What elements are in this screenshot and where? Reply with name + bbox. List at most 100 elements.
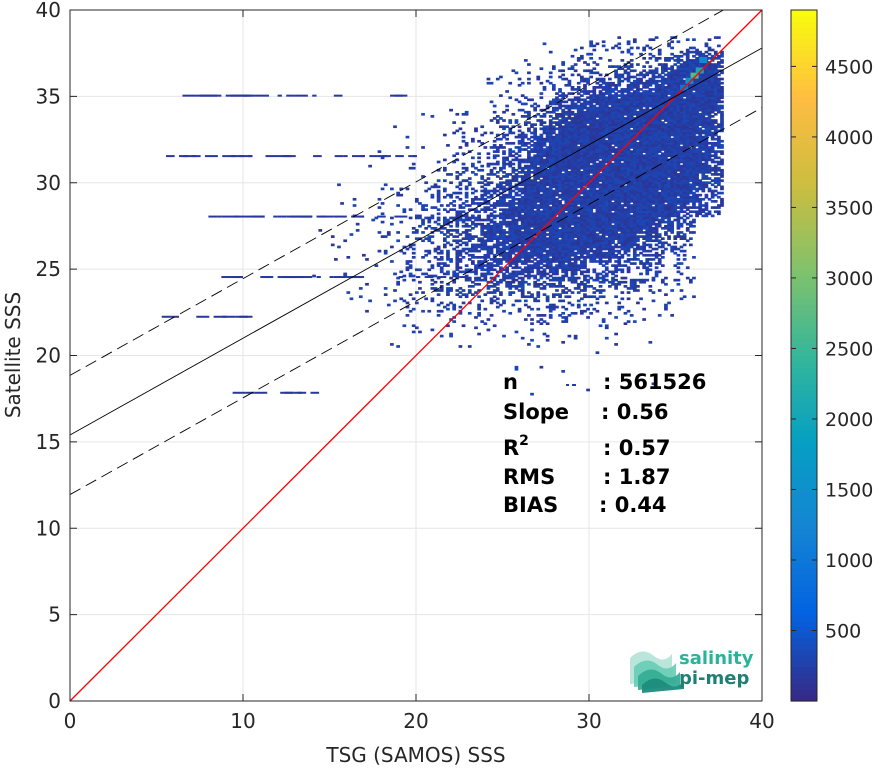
density-cell [502,335,506,338]
density-cell [474,326,478,329]
density-cell [530,308,534,311]
density-cell [546,335,550,338]
density-cell [418,268,422,271]
density-cell [633,262,637,265]
density-cell [409,264,413,267]
density-cell [343,239,347,242]
density-cell [561,370,565,373]
density-cell [462,132,466,135]
density-cell [502,300,506,303]
density-cell [437,161,441,164]
density-cell [390,223,394,226]
density-cell [608,312,612,315]
density-cell [561,312,565,315]
density-cell [465,264,469,267]
density-cell [577,86,581,89]
density-cell [459,127,463,130]
density-cell [649,341,653,344]
density-cell [493,210,497,213]
density-cell [334,258,338,261]
density-cell [589,53,593,56]
density-cell [540,67,544,70]
density-cell [412,279,416,282]
density-cell [568,80,572,83]
density-cell [387,231,391,234]
density-cell [353,204,357,207]
density-cell [390,188,394,191]
density-cell [350,297,354,300]
density-cell [440,302,444,305]
density-cell [527,63,531,66]
density-cell [440,281,444,284]
density-cell [614,333,618,336]
density-cell [378,206,382,209]
density-cell [399,221,403,224]
density-cell [387,304,391,307]
density-cell [437,208,441,211]
density-cell [502,146,506,149]
density-cell [424,297,428,300]
density-cell [499,94,503,97]
density-cell [530,322,534,325]
density-cell [415,198,419,201]
density-cell [536,76,540,79]
density-cell [415,229,419,232]
density-cell [403,252,407,255]
density-cell [477,215,481,218]
density-cell [343,273,347,276]
density-cell [633,69,637,72]
density-cell [605,337,609,340]
density-cell [424,208,428,211]
density-cell [437,190,441,193]
density-cell [630,63,634,66]
density-cell [608,78,612,81]
density-cell [406,146,410,149]
density-cell [350,233,354,236]
density-cell [378,198,382,201]
density-cell [524,59,528,62]
density-cell [536,105,540,108]
density-cell [614,316,618,319]
density-cell [530,393,534,396]
density-cell [636,302,640,305]
density-cell [493,167,497,170]
density-cell [571,291,575,294]
density-cell [642,308,646,311]
density-cell [318,229,322,232]
density-cell [409,217,413,220]
density-cell [437,246,441,249]
density-cell [412,297,416,300]
density-cell [558,88,562,91]
density-cell [440,250,444,253]
density-cell [483,146,487,149]
density-cell [580,47,584,50]
density-cell [409,260,413,263]
density-cell [418,281,422,284]
density-cell [462,136,466,139]
density-cell [396,239,400,242]
density-cell [390,260,394,263]
density-cell [639,297,643,300]
density-cell [381,212,385,215]
density-cell [477,333,481,336]
density-cell [378,231,382,234]
density-cell [431,329,435,332]
density-cell [571,55,575,58]
density-cell [490,273,494,276]
density-cell [449,109,453,112]
density-cell [427,310,431,313]
density-cell [359,287,363,290]
density-cell [427,250,431,253]
density-cell [561,61,565,64]
density-cell [561,69,565,72]
density-cell [521,337,525,340]
density-cell [424,181,428,184]
density-cell [337,246,341,249]
density-cell [455,229,459,232]
density-cell [546,295,550,298]
density-cell [620,59,624,62]
density-cell [536,308,540,311]
density-cell [527,78,531,81]
density-cell [487,78,491,81]
density-cell [452,121,456,124]
